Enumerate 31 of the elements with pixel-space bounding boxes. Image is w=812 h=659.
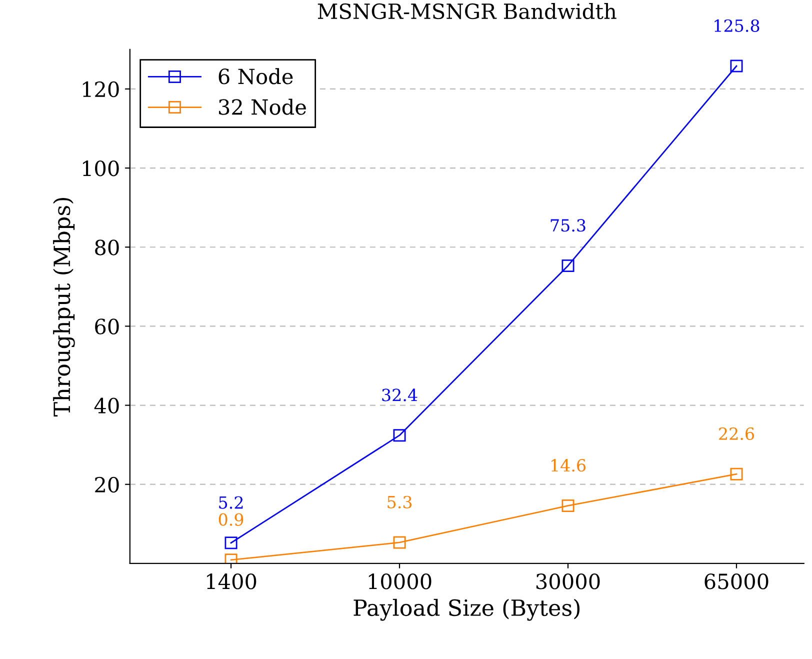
y-tick-label: 100 [82,160,119,176]
y-axis-title: Throughput (Mbps) [53,198,75,416]
data-label: 125.8 [714,19,760,32]
x-tick-label: 10000 [368,574,432,590]
y-tick-label: 40 [94,398,119,414]
data-label: 5.2 [219,496,243,509]
data-label: 75.3 [550,219,586,232]
point [393,536,406,549]
point [730,468,743,480]
x-tick-label: 1400 [207,574,256,590]
data-label: 32.4 [382,388,418,402]
point [562,259,574,272]
data-label: 22.6 [719,427,754,440]
data-label: 0.9 [218,513,244,526]
chart-title: MSNGR-MSNGR Bandwidth [318,3,616,20]
point [224,554,238,564]
point [393,429,406,442]
y-tick-label: 80 [95,240,119,256]
x-tick-label: 65000 [704,574,768,590]
point [730,60,743,72]
x-tick-label: 30000 [536,574,600,590]
x-axis-title: Payload Size (Bytes) [354,598,580,621]
data-label: 5.3 [388,496,412,508]
legend-label: 6 Node [218,68,293,84]
point [224,536,238,550]
point [562,499,574,512]
legend-label: 32 Node [219,98,306,115]
y-tick-label: 120 [82,81,119,98]
data-label: 14.6 [551,459,586,472]
y-tick-label: 60 [95,318,119,334]
y-tick-label: 20 [95,476,119,493]
